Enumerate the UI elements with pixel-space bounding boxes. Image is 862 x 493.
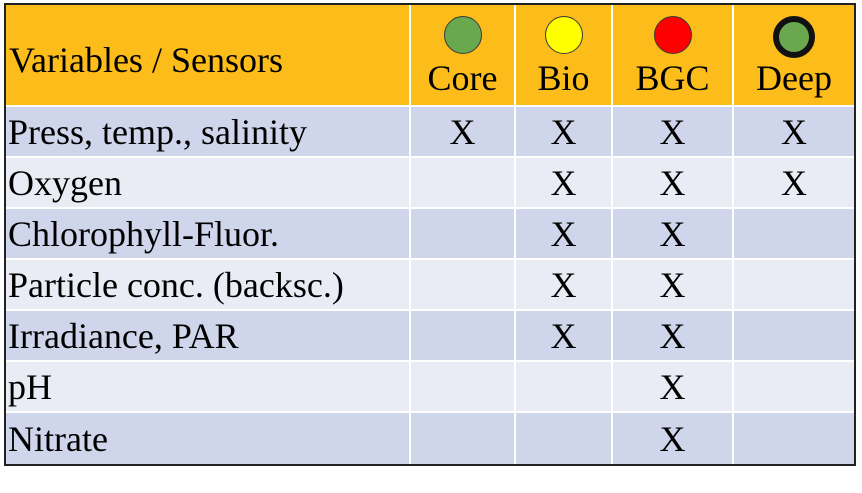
- table-cell: [734, 209, 854, 260]
- row-label-nitrate: Nitrate: [6, 413, 411, 464]
- table-cell: X: [613, 413, 734, 464]
- table-cell: [411, 209, 516, 260]
- table-cell: [734, 362, 854, 413]
- table-cell: X: [613, 260, 734, 311]
- row-label-press-temp-salinity: Press, temp., salinity: [6, 107, 411, 158]
- table-cell: X: [734, 107, 854, 158]
- table-cell: X: [613, 158, 734, 209]
- table-cell: [411, 311, 516, 362]
- table-cell: X: [613, 107, 734, 158]
- header-deep-label: Deep: [756, 58, 832, 98]
- header-bio-label: Bio: [537, 58, 590, 98]
- header-core-label: Core: [427, 58, 498, 98]
- table-cell: X: [516, 260, 613, 311]
- header-bgc-label: BGC: [635, 58, 710, 98]
- table-cell: X: [516, 311, 613, 362]
- table-cell: [516, 413, 613, 464]
- yellow-dot-icon: [544, 16, 583, 54]
- table-cell: X: [516, 209, 613, 260]
- table-cell: [734, 413, 854, 464]
- header-variables-sensors: Variables / Sensors: [6, 5, 411, 107]
- green-dot-bold-ring-icon: [773, 16, 815, 58]
- table-cell: [411, 158, 516, 209]
- red-dot-icon: [653, 16, 692, 54]
- table-cell: X: [613, 362, 734, 413]
- header-bgc: BGC: [613, 5, 734, 107]
- table-cell: X: [734, 158, 854, 209]
- table-cell: [734, 311, 854, 362]
- table-cell: X: [516, 107, 613, 158]
- table-cell: X: [411, 107, 516, 158]
- table-cell: X: [516, 158, 613, 209]
- table-cell: [516, 362, 613, 413]
- row-label-oxygen: Oxygen: [6, 158, 411, 209]
- header-label: Variables / Sensors: [9, 40, 283, 80]
- table-cell: [411, 413, 516, 464]
- table-cell: X: [613, 209, 734, 260]
- row-label-ph: pH: [6, 362, 411, 413]
- table-cell: [734, 260, 854, 311]
- table-cell: [411, 362, 516, 413]
- row-label-irradiance: Irradiance, PAR: [6, 311, 411, 362]
- row-label-particle-conc: Particle conc. (backsc.): [6, 260, 411, 311]
- header-deep: Deep: [734, 5, 854, 107]
- sensor-table: Variables / Sensors Core Bio BGC Deep Pr…: [4, 3, 856, 466]
- green-dot-icon: [443, 16, 482, 54]
- row-label-chlorophyll: Chlorophyll-Fluor.: [6, 209, 411, 260]
- header-bio: Bio: [516, 5, 613, 107]
- table-cell: X: [613, 311, 734, 362]
- table-cell: [411, 260, 516, 311]
- header-core: Core: [411, 5, 516, 107]
